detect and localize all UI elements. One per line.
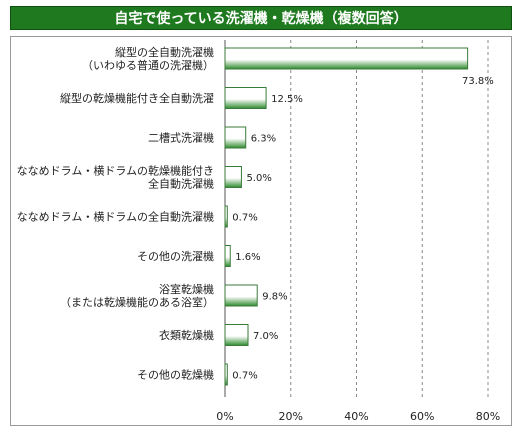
x-tick-3: 60%: [410, 410, 434, 423]
bar-7: [224, 324, 249, 346]
bar-8: [224, 363, 228, 386]
category-label-7-0: 衣類乾燥機: [159, 328, 214, 342]
value-label-2: 6.3%: [251, 134, 276, 145]
value-label-4: 0.7%: [232, 213, 257, 224]
category-label-0-1: （いわゆる普通の洗濯機）: [82, 58, 214, 72]
category-labels: 縦型の全自動洗濯機（いわゆる普通の洗濯機） 縦型の乾燥機能付き全自動洗濯二槽式洗濯…: [17, 45, 214, 382]
value-label-6: 9.8%: [262, 292, 287, 303]
value-label-8: 0.7%: [232, 371, 257, 382]
value-labels: 73.8% 12.5% 6.3% 5.0% 0.7% 1.6% 9.8% 7.0% 0.7%: [232, 76, 493, 382]
value-label-7: 7.0%: [253, 331, 278, 342]
bar-3: [224, 166, 242, 188]
category-label-5-0: その他の洗濯機: [137, 249, 214, 263]
category-label-0-0: 縦型の全自動洗濯機: [115, 45, 214, 59]
bar-5: [224, 245, 231, 267]
category-label-4-0: ななめドラム・横ドラムの全自動洗濯機: [17, 210, 214, 224]
category-label-3-0: ななめドラム・横ドラムの乾燥機能付き: [17, 164, 214, 178]
x-tick-1: 20%: [279, 410, 303, 423]
x-tick-4: 80%: [476, 410, 500, 423]
category-label-6-1: （または乾燥機能のある浴室）: [60, 295, 214, 309]
category-label-8-0: その他の乾燥機: [137, 368, 214, 382]
category-label-2-0: 二槽式洗濯機: [148, 131, 214, 145]
bar-0: [224, 47, 469, 70]
x-tick-labels: 0% 20% 40% 60% 80%: [216, 410, 500, 423]
grid-lines: [290, 40, 489, 397]
category-label-3-1: 全自動洗濯機: [148, 177, 214, 191]
category-label-1-0: 縦型の乾燥機能付き全自動洗濯: [60, 91, 214, 105]
bar-4: [224, 205, 228, 228]
bars: [224, 47, 469, 386]
value-label-1: 12.5%: [271, 94, 303, 105]
value-label-0: 73.8%: [462, 76, 494, 87]
x-tick-0: 0%: [216, 410, 233, 423]
value-label-5: 1.6%: [235, 252, 260, 263]
category-label-6-0: 浴室乾燥機: [159, 282, 214, 296]
bar-1: [224, 87, 267, 109]
bar-6: [224, 284, 258, 307]
value-label-3: 5.0%: [246, 173, 271, 184]
x-tick-2: 40%: [344, 410, 368, 423]
chart-title: 自宅で使っている洗濯機・乾燥機（複数回答）: [10, 6, 512, 30]
bar-2: [224, 126, 247, 149]
